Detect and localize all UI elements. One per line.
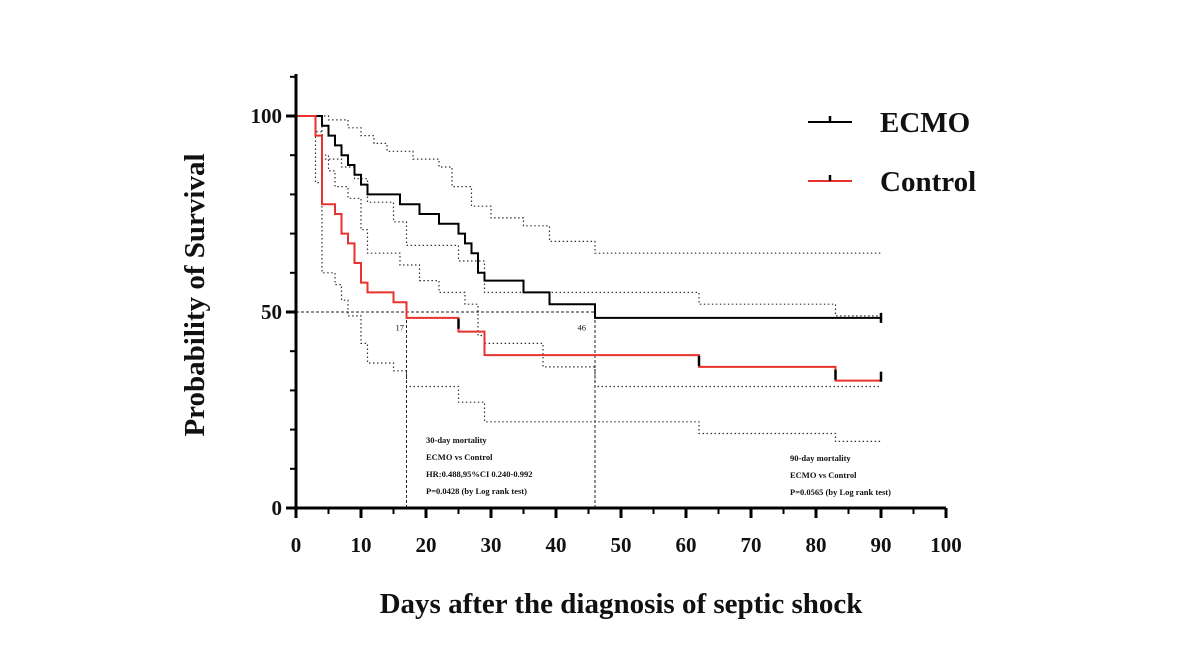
y-tick-label-50: 50 [261, 300, 282, 324]
legend-label-control: Control [880, 166, 976, 198]
survival-curves [296, 115, 883, 382]
x-tick-label-100: 100 [930, 533, 962, 557]
x-tick-label-80: 80 [806, 533, 827, 557]
x-tick-label-10: 10 [351, 533, 372, 557]
x-tick-label-30: 30 [481, 533, 502, 557]
annotation-30day-line-3: P=0.0428 (by Log rank test) [426, 486, 527, 496]
reference-lines [296, 311, 596, 508]
y-tick-label-100: 100 [251, 104, 283, 128]
x-tick-label-20: 20 [416, 533, 437, 557]
x-tick-label-40: 40 [546, 533, 567, 557]
y-tick-label-0: 0 [272, 496, 283, 520]
x-tick-label-60: 60 [676, 533, 697, 557]
annotation-30day-line-1: ECMO vs Control [426, 452, 493, 462]
annotation-90day-line-2: P=0.0565 (by Log rank test) [790, 487, 891, 497]
x-tick-label-0: 0 [291, 533, 302, 557]
x-tick-label-70: 70 [741, 533, 762, 557]
annotation-90day-line-0: 90-day mortality [790, 453, 851, 463]
legend: ECMO Control [808, 107, 976, 198]
annotation-30day-line-2: HR:0.488,95%CI 0.240-0.992 [426, 469, 532, 479]
median-label-46: 46 [578, 323, 587, 333]
annotation-90day-line-1: ECMO vs Control [790, 470, 857, 480]
legend-label-ecmo: ECMO [880, 107, 970, 139]
x-tick-label-50: 50 [611, 533, 632, 557]
ci-band-control-upper [296, 115, 881, 317]
ci-band-control-lower [296, 115, 881, 442]
curve-ecmo [296, 115, 881, 319]
y-axis-title: Probability of Survival [179, 153, 211, 436]
x-tick-label-90: 90 [871, 533, 892, 557]
curve-control [296, 115, 881, 382]
x-axis-title: Days after the diagnosis of septic shock [380, 588, 864, 620]
ci-band-ecmo-upper [296, 115, 881, 254]
confidence-bands [296, 115, 881, 442]
axes [286, 74, 948, 518]
annotation-30day-line-0: 30-day mortality [426, 435, 487, 445]
median-label-17: 17 [396, 323, 405, 333]
ci-band-ecmo-lower [296, 115, 881, 388]
chart-text: 0 50 100 0 10 20 30 40 50 60 70 80 90 100 Days after t… [179, 104, 962, 620]
